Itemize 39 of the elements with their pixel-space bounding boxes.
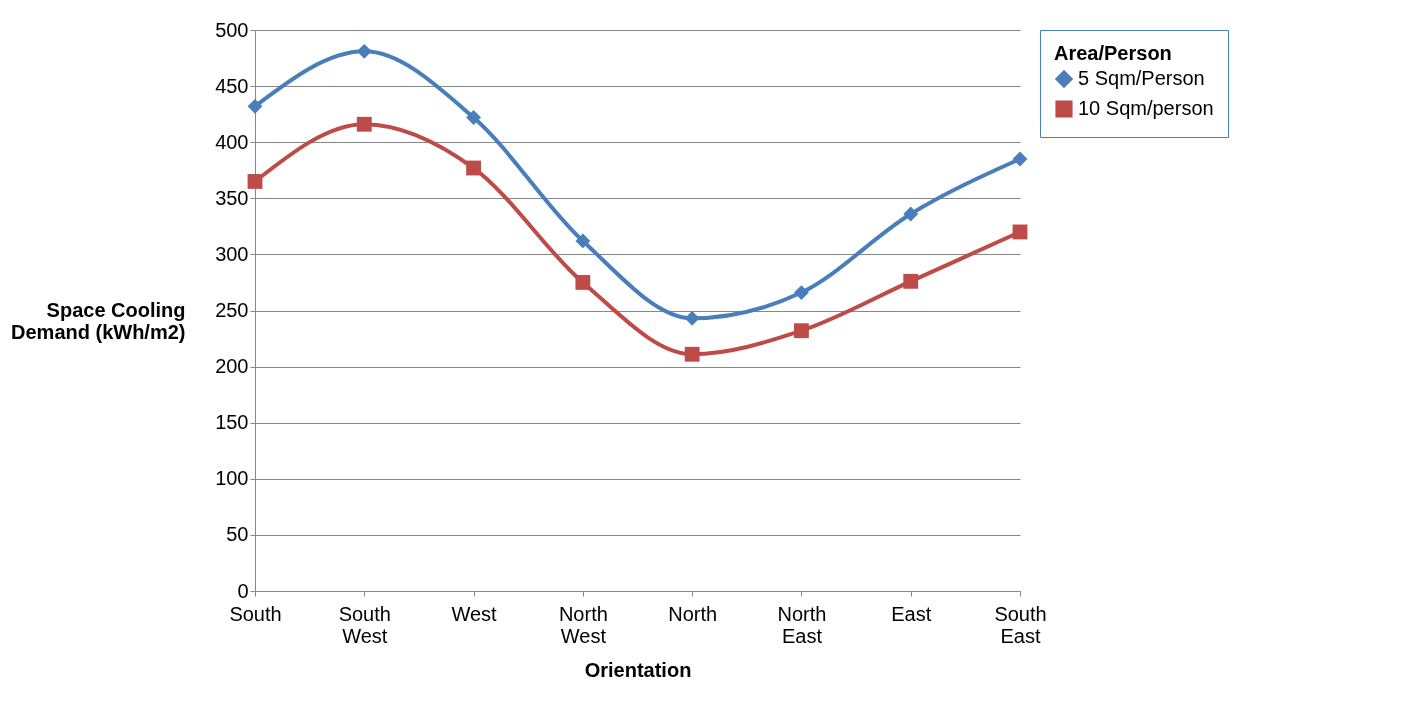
point	[794, 285, 809, 300]
x-tick-label: North West	[558, 602, 608, 647]
x-tick-label: East	[891, 602, 932, 625]
point	[466, 160, 481, 176]
y-axis-title: Space Cooling Demand (kWh/m2)	[11, 298, 186, 343]
y-tick-label: 150	[215, 411, 249, 434]
point	[575, 275, 591, 290]
x-tick-label: South	[229, 602, 282, 625]
point	[903, 206, 919, 222]
legend-label: 5 Sqm/Person	[1078, 67, 1205, 89]
y-tick-label: 200	[215, 355, 249, 378]
x-axis-title: Orientation	[584, 658, 692, 681]
legend-label: 10 Sqm/person	[1078, 97, 1214, 119]
point	[903, 273, 919, 289]
y-tick-label: 300	[215, 242, 249, 265]
point	[247, 174, 263, 189]
y-tick-label: 450	[215, 74, 249, 97]
y-tick-label: 50	[226, 523, 249, 546]
legend-title: Area/Person	[1054, 42, 1172, 64]
point	[684, 346, 700, 362]
point	[794, 323, 809, 339]
point	[684, 310, 700, 326]
y-tick-label: 0	[237, 579, 249, 602]
point	[247, 98, 263, 114]
y-tick-label: 500	[215, 18, 249, 41]
x-tick-label: South West	[338, 602, 391, 647]
y-tick-label: 250	[215, 299, 249, 321]
point	[575, 233, 591, 249]
point	[356, 116, 372, 132]
y-tick-label: 400	[215, 130, 249, 153]
x-tick-label: South East	[994, 602, 1047, 647]
point	[1012, 151, 1028, 167]
y-tick-label: 350	[215, 186, 249, 209]
x-tick-label: North East	[777, 602, 827, 647]
x-tick-label: North	[668, 602, 718, 625]
point	[356, 43, 372, 59]
point	[466, 110, 481, 125]
y-tick-label: 100	[215, 467, 249, 490]
x-tick-label: West	[451, 602, 498, 625]
